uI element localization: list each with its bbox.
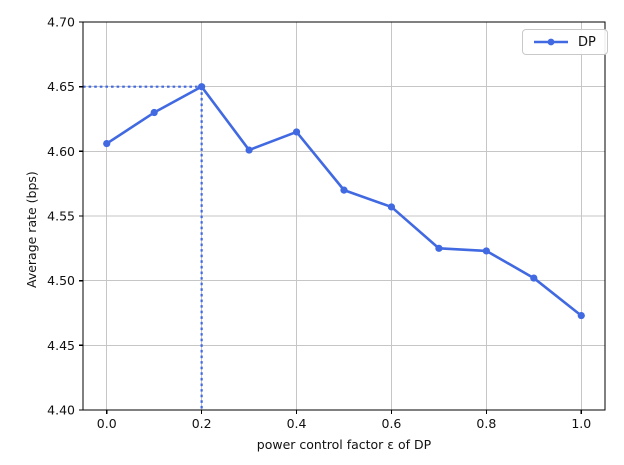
data-point-marker bbox=[198, 83, 206, 91]
x-tick-label: 0.8 bbox=[476, 416, 496, 431]
data-point-marker bbox=[577, 311, 585, 320]
y-tick-label: 4.60 bbox=[47, 144, 75, 159]
data-point-marker bbox=[245, 146, 253, 154]
legend-label-dp: DP bbox=[578, 34, 596, 50]
legend-line-marker-icon bbox=[533, 37, 569, 47]
x-tick-label: 0.0 bbox=[97, 416, 117, 431]
data-point-marker bbox=[103, 139, 111, 148]
data-point-marker bbox=[482, 247, 490, 255]
data-point-marker bbox=[292, 128, 301, 136]
y-axis-label: Average rate (bps) bbox=[24, 171, 39, 288]
data-point-marker bbox=[387, 203, 396, 211]
legend: DP bbox=[522, 29, 608, 55]
x-axis-label: power control factor ε of DP bbox=[256, 437, 432, 452]
data-point-marker bbox=[435, 244, 443, 252]
y-tick-label: 4.40 bbox=[47, 403, 75, 418]
x-tick-label: 1.0 bbox=[571, 416, 591, 431]
data-point-marker bbox=[340, 186, 348, 194]
data-point-marker bbox=[530, 274, 538, 282]
x-tick-label: 0.2 bbox=[192, 416, 212, 431]
x-tick-label: 0.4 bbox=[287, 416, 307, 431]
x-tick-label: 0.6 bbox=[382, 416, 402, 431]
data-point-marker bbox=[150, 108, 158, 117]
y-tick-label: 4.50 bbox=[47, 273, 75, 288]
series-line-dp bbox=[105, 85, 583, 317]
y-tick-label: 4.55 bbox=[47, 209, 75, 224]
y-tick-label: 4.45 bbox=[47, 338, 75, 353]
y-tick-label: 4.65 bbox=[47, 79, 75, 94]
y-tick-label: 4.70 bbox=[47, 15, 75, 30]
